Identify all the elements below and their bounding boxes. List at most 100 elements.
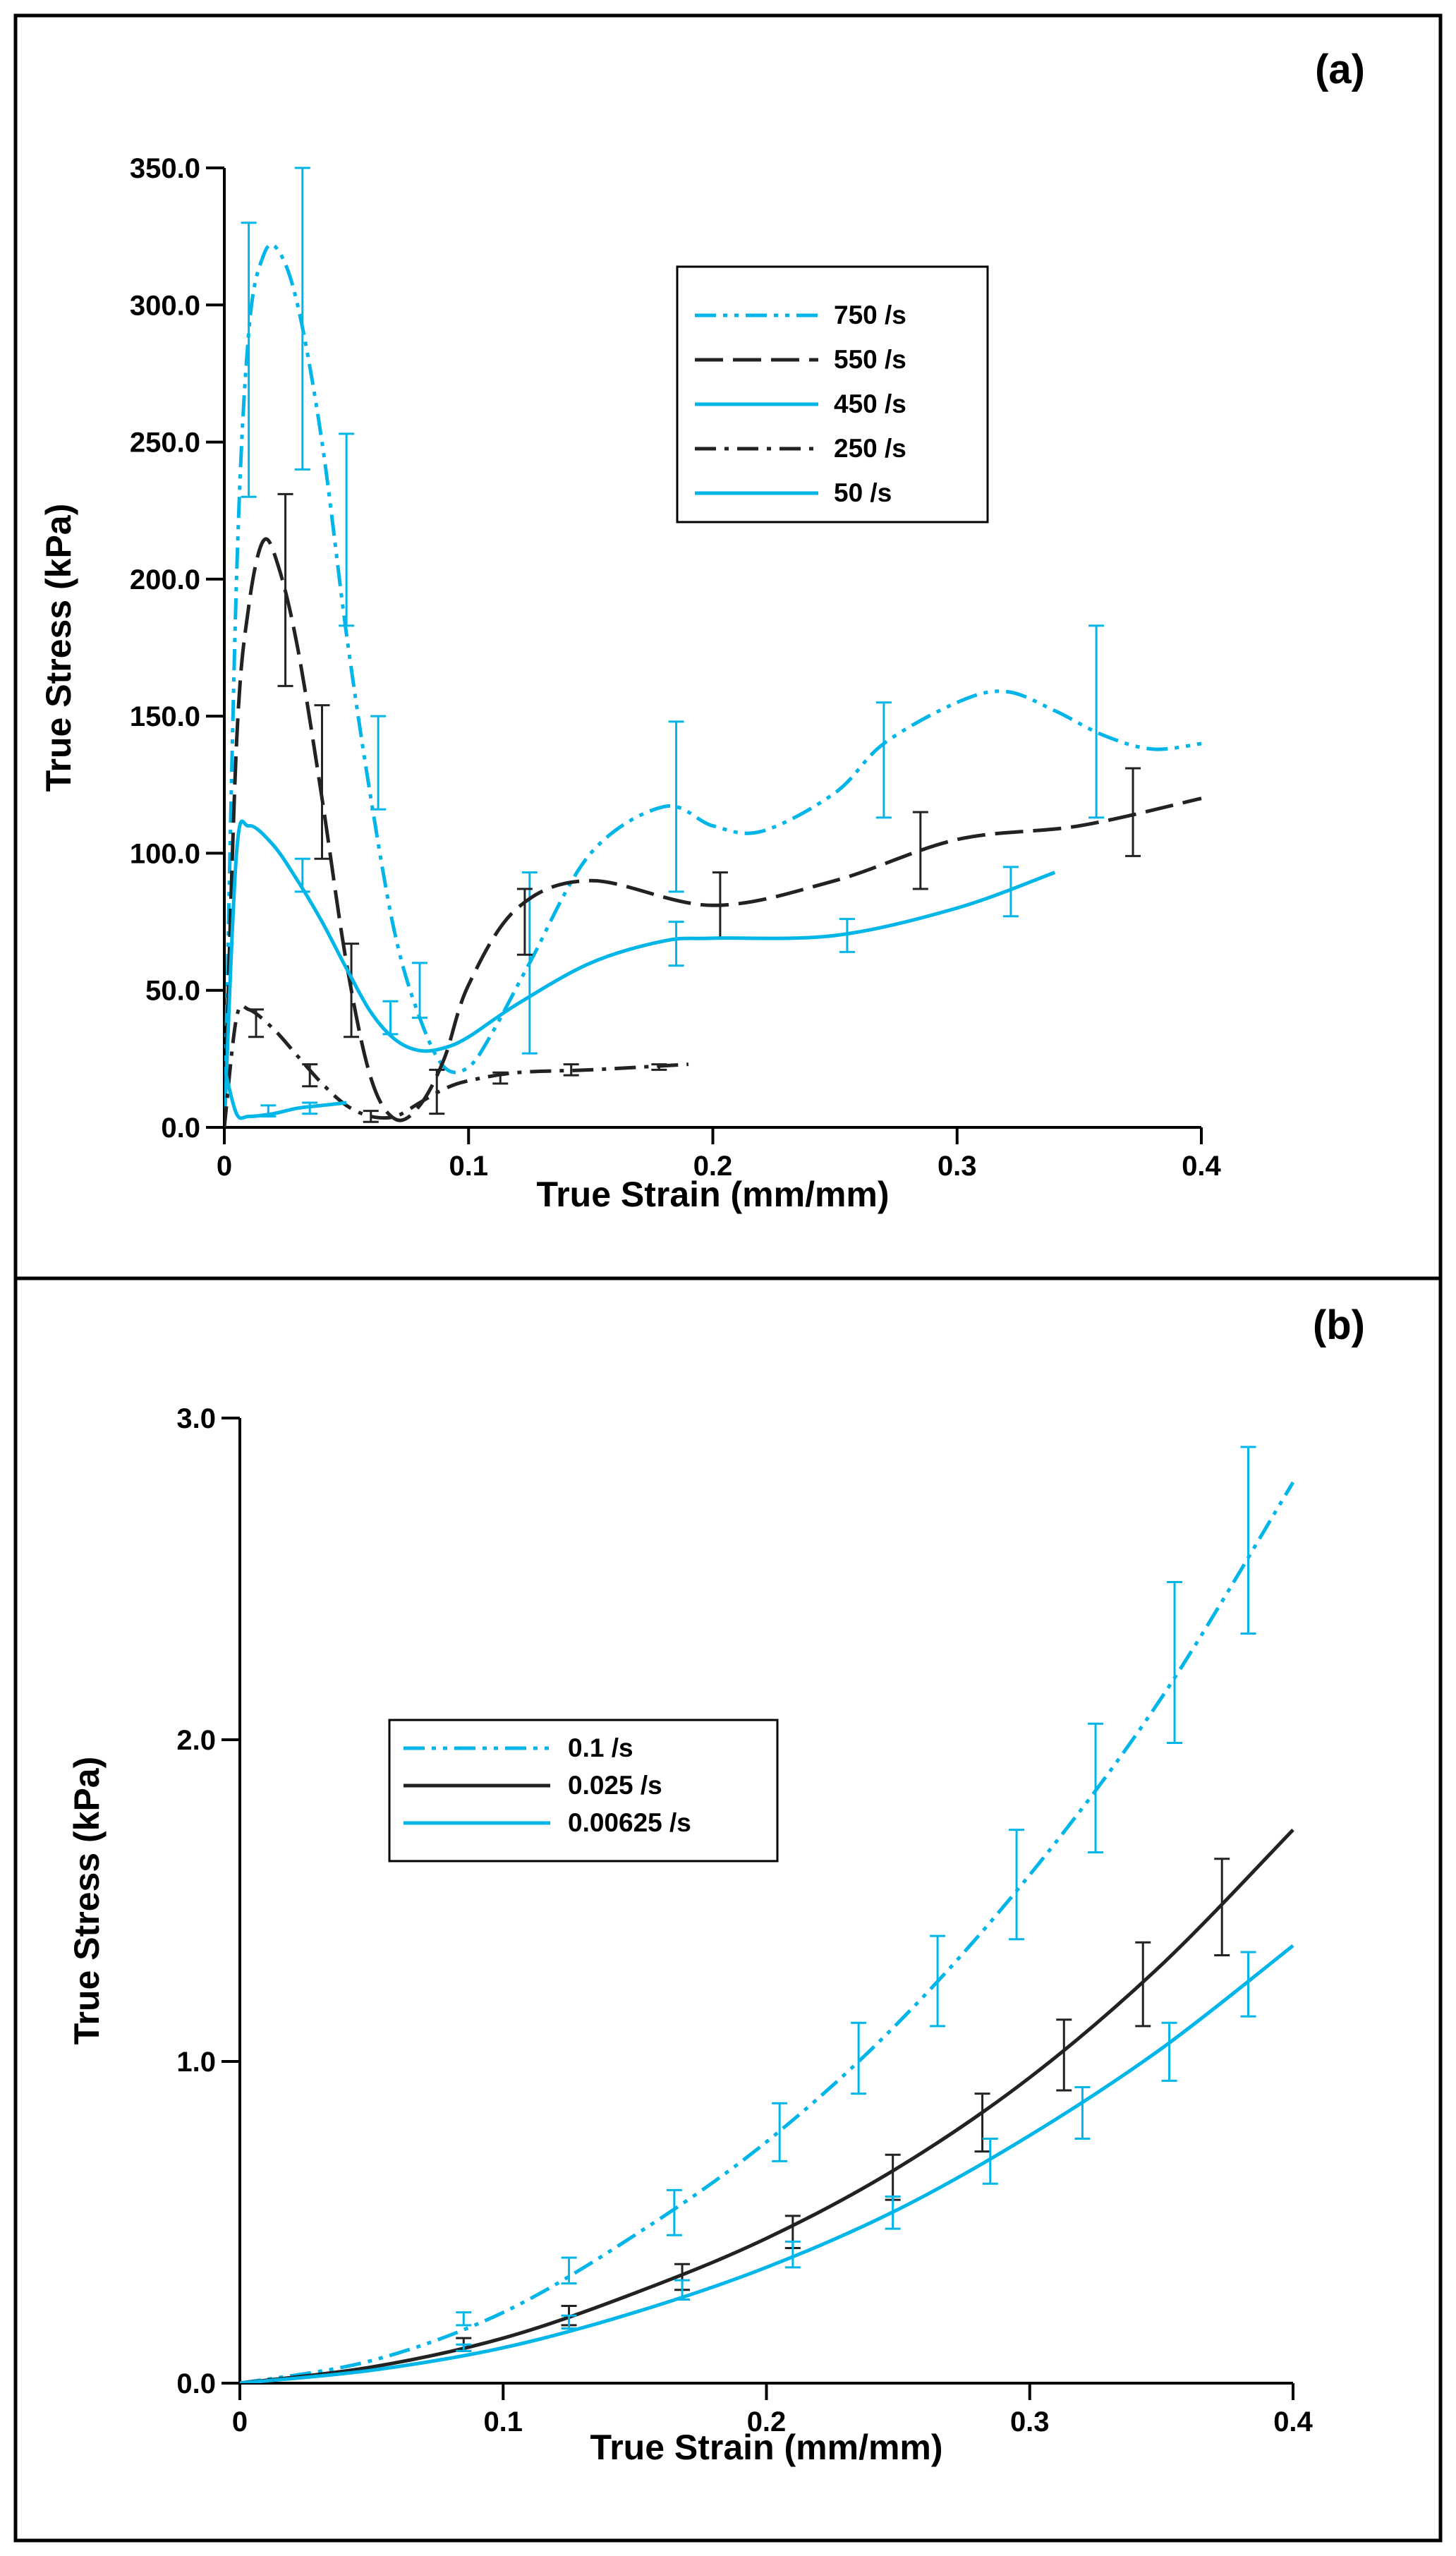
- legend-label: 550 /s: [834, 345, 906, 374]
- legend-label: 0.025 /s: [568, 1771, 662, 1800]
- error-bar: [1135, 1941, 1151, 2028]
- error-bar: [370, 715, 387, 811]
- series-line: [224, 243, 1202, 1127]
- error-bar: [1009, 1829, 1025, 1941]
- x-tick-label: 0.3: [1010, 2406, 1050, 2437]
- error-bar: [456, 2311, 472, 2327]
- error-bar: [666, 2188, 682, 2236]
- legend-label: 0.00625 /s: [568, 1808, 691, 1837]
- x-tick-label: 0.2: [693, 1151, 733, 1182]
- y-tick-label: 300.0: [130, 290, 200, 321]
- error-bar: [563, 1063, 579, 1077]
- y-axis-title: True Stress (kPa): [67, 1757, 107, 2045]
- y-tick-label: 50.0: [145, 976, 200, 1007]
- error-bar: [1002, 866, 1019, 918]
- x-axis-title: True Strain (mm/mm): [536, 1175, 889, 1214]
- error-bar: [314, 704, 330, 860]
- error-bar: [1088, 624, 1105, 819]
- x-tick-label: 0.2: [747, 2406, 787, 2437]
- error-bar: [302, 1101, 318, 1115]
- y-tick-label: 250.0: [130, 428, 200, 459]
- x-axis-title: True Strain (mm/mm): [590, 2428, 942, 2467]
- y-axis-title: True Stress (kPa): [39, 504, 78, 792]
- error-bar: [885, 2195, 901, 2230]
- panel-a: 0.0 50.0 100.0 150.0 200.0 250.0 300.0 350.0 0 0.…: [39, 47, 1365, 1214]
- error-bar: [651, 1063, 667, 1071]
- legend-box: [676, 265, 989, 523]
- error-bar: [784, 2240, 801, 2269]
- series-line: [240, 1481, 1295, 2383]
- legend-label: 0.1 /s: [568, 1733, 633, 1762]
- legend-label: 750 /s: [834, 301, 906, 329]
- legend: 0.1 /s 0.025 /s 0.00625 /s: [388, 1719, 779, 1863]
- error-bar: [363, 1110, 379, 1123]
- legend: 750 /s 550 /s 450 /s 250 /s 50 /s: [676, 265, 989, 523]
- series-line: [224, 537, 1202, 1127]
- error-bar: [248, 1008, 265, 1038]
- error-bar: [561, 2256, 577, 2285]
- error-bar: [851, 2021, 867, 2095]
- y-tick-label: 1.0: [176, 2047, 216, 2078]
- error-bar: [339, 432, 355, 627]
- error-bar: [1074, 2085, 1091, 2140]
- error-bar: [974, 2092, 990, 2153]
- error-bar: [456, 2343, 472, 2352]
- error-bar: [885, 2153, 901, 2201]
- panel-b: 0.0 1.0 2.0 3.0 0 0.1 0.2 0.3 0.4 True Strain (mm…: [67, 1302, 1365, 2467]
- x-tick-label: 0.1: [483, 2406, 523, 2437]
- error-bar: [521, 871, 538, 1055]
- x-tick-label: 0: [217, 1151, 232, 1182]
- error-bar: [294, 166, 310, 471]
- error-bar: [839, 918, 855, 953]
- y-tick-label: 100.0: [130, 838, 200, 869]
- y-tick-label: 0.0: [161, 1113, 200, 1144]
- y-tick-label: 150.0: [130, 701, 200, 732]
- error-bar: [1056, 2018, 1072, 2092]
- x-tick-label: 0.1: [449, 1151, 488, 1182]
- error-bar: [382, 1000, 399, 1036]
- error-bar: [260, 1104, 277, 1118]
- error-bar: [492, 1071, 509, 1085]
- error-bar: [930, 1934, 946, 2028]
- error-bar: [982, 2137, 998, 2185]
- error-bar: [302, 1063, 318, 1088]
- series-line: [224, 1066, 347, 1120]
- error-bar: [1240, 1446, 1256, 1635]
- error-bar: [561, 2314, 577, 2330]
- x-tick-label: 0.3: [938, 1151, 977, 1182]
- error-bar: [1161, 2021, 1177, 2082]
- error-bar: [241, 222, 257, 498]
- error-bar: [668, 720, 684, 893]
- error-bar: [674, 2279, 691, 2301]
- series-line: [224, 819, 1056, 1127]
- error-bar: [412, 962, 427, 1019]
- plot-area: [224, 166, 1202, 1127]
- legend-label: 450 /s: [834, 389, 906, 418]
- legend-label: 50 /s: [834, 478, 892, 507]
- x-tick-label: 0.4: [1273, 2406, 1313, 2437]
- error-bar: [1167, 1581, 1183, 1745]
- error-bar: [277, 492, 293, 687]
- error-bar: [344, 943, 360, 1038]
- x-tick-label: 0: [232, 2406, 248, 2437]
- y-tick-label: 3.0: [176, 1403, 216, 1434]
- y-tick-label: 0.0: [176, 2368, 216, 2399]
- error-bar: [1214, 1858, 1230, 1957]
- y-tick-label: 350.0: [130, 153, 200, 184]
- error-bar: [875, 701, 892, 819]
- error-bar: [912, 811, 928, 890]
- error-bar: [1125, 767, 1141, 857]
- plot-area: [240, 1446, 1295, 2383]
- panel-label: (b): [1313, 1302, 1365, 1348]
- error-bar: [294, 857, 310, 893]
- panel-label: (a): [1315, 47, 1365, 92]
- x-tick-label: 0.4: [1182, 1151, 1221, 1182]
- error-bar: [1088, 1722, 1104, 1854]
- series-line: [240, 1944, 1294, 2383]
- y-tick-label: 2.0: [176, 1725, 216, 1756]
- error-bar: [772, 2102, 788, 2162]
- legend-box: [388, 1719, 779, 1863]
- error-bar: [668, 921, 684, 967]
